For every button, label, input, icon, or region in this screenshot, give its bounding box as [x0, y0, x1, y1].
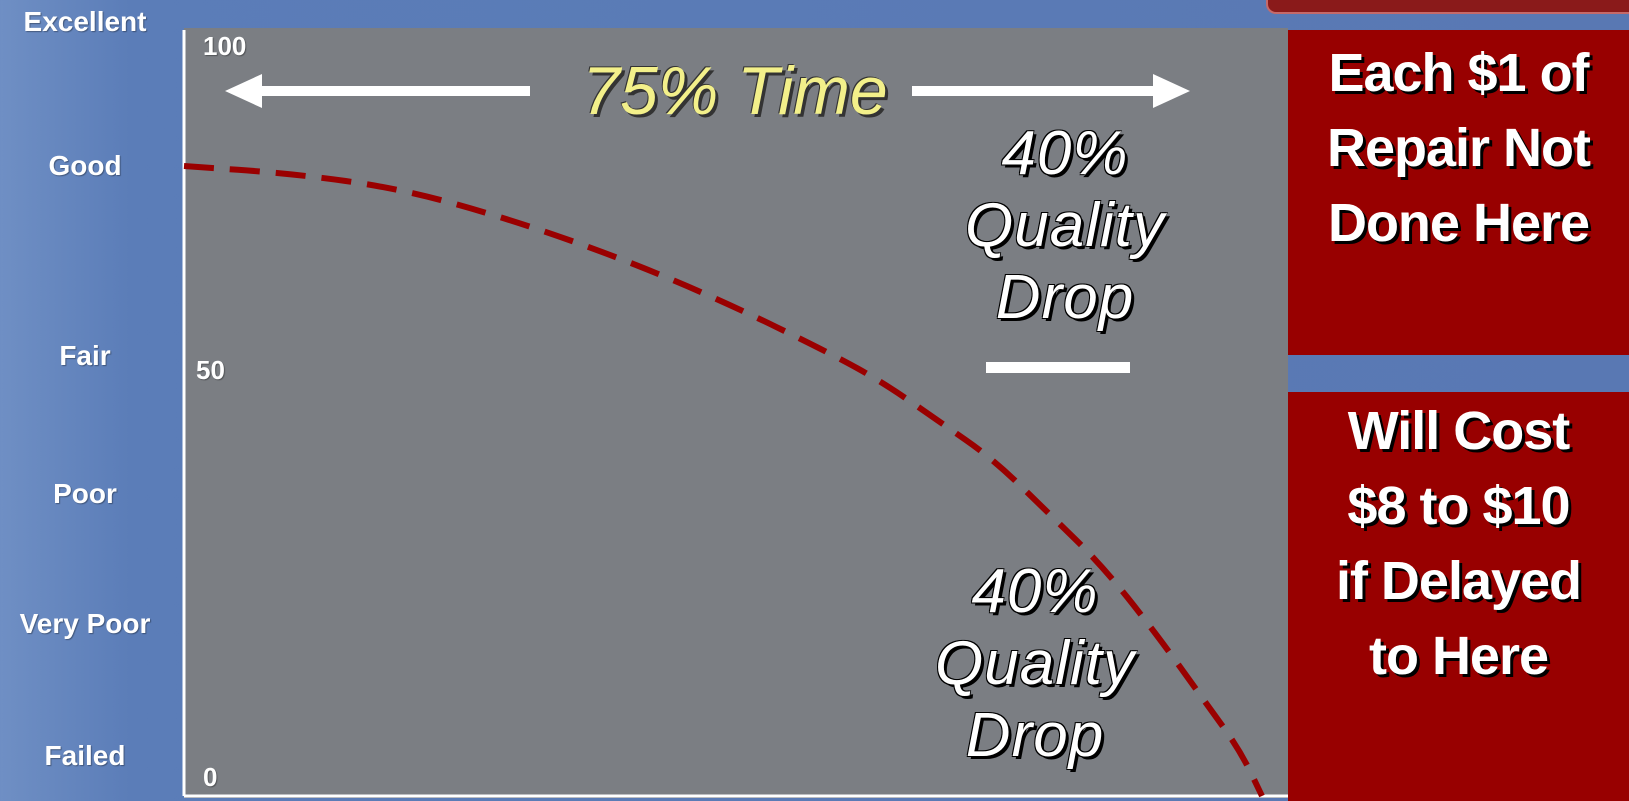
rating-failed: Failed [44, 740, 126, 771]
top-accent-tab [1266, 0, 1629, 14]
quality-drop-top-line-3: Drop [995, 263, 1135, 332]
cost-box-line-3: if Delayed [1335, 551, 1582, 611]
y-tick-100: 100 [203, 31, 247, 61]
quality-drop-bottom: 40% Quality Drop [895, 556, 1175, 772]
rating-poor: Poor [53, 478, 117, 509]
rating-excellent: Excellent [23, 6, 147, 37]
repair-box: Each $1 of Repair Not Done Here [1288, 30, 1629, 355]
quality-decline-curve [183, 163, 1265, 798]
quality-drop-top-line-2: Quality [965, 191, 1165, 260]
cost-box-line-4: to Here [1368, 626, 1549, 686]
rating-good: Good [48, 150, 122, 181]
repair-box-line-1: Each $1 of [1328, 43, 1589, 103]
quality-drop-bottom-line-3: Drop [965, 701, 1105, 770]
repair-box-line-3: Done Here [1327, 193, 1590, 253]
repair-box-line-2: Repair Not [1326, 118, 1591, 178]
quality-drop-top-line-1: 40% [1001, 119, 1129, 188]
time-arrow-left-head [225, 74, 262, 108]
rating-fair: Fair [59, 340, 111, 371]
quality-drop-bottom-line-1: 40% [971, 557, 1099, 626]
fair-marker-bar [986, 362, 1130, 373]
quality-drop-top: 40% Quality Drop [925, 118, 1205, 334]
time-label: 75% Time [582, 53, 888, 129]
curve-layer [183, 163, 1265, 798]
rating-very-poor: Very Poor [19, 608, 151, 639]
cost-box-line-1: Will Cost [1347, 401, 1571, 461]
plot-area [184, 28, 1288, 798]
cost-box-line-2: $8 to $10 [1347, 476, 1570, 536]
y-tick-0: 0 [203, 762, 218, 792]
cost-box: Will Cost $8 to $10 if Delayed to Here [1288, 392, 1629, 801]
time-arrow-right-head [1153, 74, 1190, 108]
quality-drop-bottom-line-2: Quality [935, 629, 1135, 698]
y-tick-50: 50 [196, 355, 225, 385]
